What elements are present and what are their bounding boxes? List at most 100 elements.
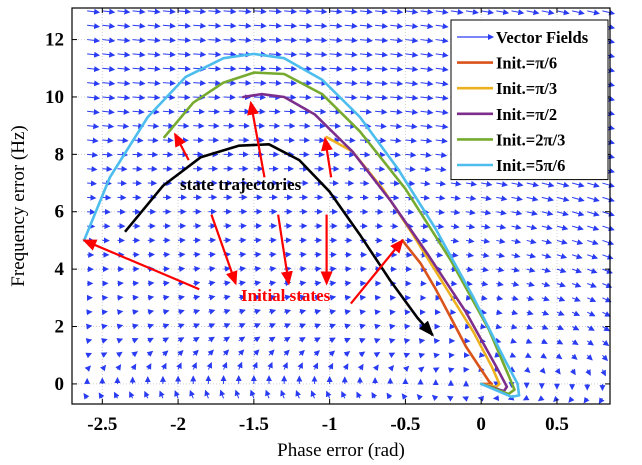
vector-field-arrow xyxy=(465,223,476,230)
vector-field-arrow xyxy=(373,338,381,344)
vector-field-arrow xyxy=(98,392,105,400)
vector-field-arrow xyxy=(571,196,585,203)
vector-field-arrow xyxy=(177,337,185,343)
vector-field-arrow xyxy=(299,323,307,329)
vector-field-arrow xyxy=(344,80,358,87)
vector-field-arrow xyxy=(299,266,307,272)
vector-field-arrow xyxy=(556,253,568,259)
vector-field-arrow xyxy=(208,323,216,329)
red-annotation-arrow xyxy=(210,214,238,286)
vector-field-arrow xyxy=(102,94,116,101)
vector-field-arrow xyxy=(132,323,139,330)
vector-field-arrow xyxy=(375,51,389,58)
vector-field-arrow xyxy=(390,137,402,144)
vector-field-arrow xyxy=(435,166,447,173)
vector-field-arrow xyxy=(280,389,286,399)
vector-field-arrow xyxy=(496,309,503,316)
vector-field-arrow xyxy=(541,253,552,259)
vector-field-arrow xyxy=(147,280,155,287)
vector-field-arrow xyxy=(161,350,169,357)
vector-field-arrow xyxy=(314,51,328,58)
vector-field-arrow xyxy=(357,363,364,371)
vector-field-arrow xyxy=(540,352,548,359)
vector-field-arrow xyxy=(299,37,313,44)
vector-field-arrow xyxy=(87,123,100,130)
vector-field-arrow xyxy=(295,390,302,399)
vector-field-arrow xyxy=(177,309,185,315)
vector-field-arrow xyxy=(101,323,108,330)
vector-field-arrow xyxy=(571,210,585,217)
vector-field-arrow xyxy=(329,309,337,315)
vector-field-arrow xyxy=(268,251,277,258)
vector-field-arrow xyxy=(526,267,536,273)
vector-field-arrow xyxy=(509,352,517,358)
vector-field-arrow xyxy=(420,180,431,187)
vector-field-arrow xyxy=(238,323,246,329)
vector-field-arrow xyxy=(556,181,570,188)
vector-field-arrow xyxy=(283,323,291,329)
vector-field-arrow xyxy=(344,309,352,316)
vector-field-arrow xyxy=(420,123,434,130)
vector-field-arrow xyxy=(208,51,222,58)
vector-field-arrow xyxy=(522,394,530,401)
vector-field-arrow xyxy=(417,366,425,373)
vector-field-arrow xyxy=(327,362,334,370)
vector-field-arrow xyxy=(541,210,554,217)
vector-field-arrow xyxy=(526,9,540,16)
vector-field-arrow xyxy=(178,22,192,29)
vector-field-arrow xyxy=(329,280,337,287)
vector-field-arrow xyxy=(375,37,389,44)
vector-field-arrow xyxy=(207,349,214,356)
vector-field-arrow xyxy=(420,94,434,101)
vector-field-arrow xyxy=(314,22,328,29)
vector-field-arrow xyxy=(132,80,146,87)
vector-field-arrow xyxy=(359,108,373,115)
vector-field-arrow xyxy=(587,9,600,16)
vector-field-arrow xyxy=(268,308,277,315)
vector-field-arrow xyxy=(329,37,343,44)
vector-field-arrow xyxy=(117,108,130,115)
vector-field-arrow xyxy=(375,22,389,29)
vector-field-arrow xyxy=(496,266,505,273)
vector-field-arrow xyxy=(238,237,247,244)
vector-field-arrow xyxy=(481,280,489,287)
vector-field-arrow xyxy=(481,223,491,230)
vector-field-arrow xyxy=(299,308,307,315)
vector-field-arrow xyxy=(375,123,387,130)
vector-field-arrow xyxy=(508,366,516,373)
x-tick-label: -1 xyxy=(322,414,338,435)
vector-field-arrow xyxy=(87,66,101,73)
vector-field-arrow xyxy=(329,294,337,301)
vector-field-arrow xyxy=(541,281,551,288)
vector-field-arrow xyxy=(373,351,381,358)
vector-field-arrow xyxy=(193,8,207,15)
vector-field-arrow xyxy=(87,94,101,101)
vector-field-arrow xyxy=(405,109,419,116)
vector-field-arrow xyxy=(403,338,411,344)
vector-field-arrow xyxy=(147,309,155,315)
vector-field-arrow xyxy=(223,8,237,15)
vector-field-arrow xyxy=(117,123,130,130)
vector-field-arrow xyxy=(162,122,175,129)
vector-field-arrow xyxy=(268,22,282,29)
vector-field-arrow xyxy=(587,196,600,203)
legend-label: Vector Fields xyxy=(496,28,589,47)
vector-field-arrow xyxy=(147,8,161,15)
vector-field-arrow xyxy=(193,265,201,272)
vector-field-arrow xyxy=(147,80,161,87)
vector-field-arrow xyxy=(297,362,303,370)
vector-field-arrow xyxy=(208,8,222,15)
vector-field-arrow xyxy=(571,224,584,231)
vector-field-arrow xyxy=(405,80,419,87)
vector-field-arrow xyxy=(102,51,116,58)
vector-field-arrow xyxy=(147,22,161,29)
vector-field-arrow xyxy=(511,252,521,259)
vector-field-arrow xyxy=(299,251,307,258)
x-tick-label: -0.5 xyxy=(390,414,420,435)
vector-field-arrow xyxy=(569,368,576,376)
vector-field-arrow xyxy=(253,37,267,44)
vector-field-arrow xyxy=(130,363,137,371)
vector-field-arrow xyxy=(192,336,200,343)
vector-field-arrow xyxy=(344,37,358,44)
vector-field-arrow xyxy=(405,151,417,158)
